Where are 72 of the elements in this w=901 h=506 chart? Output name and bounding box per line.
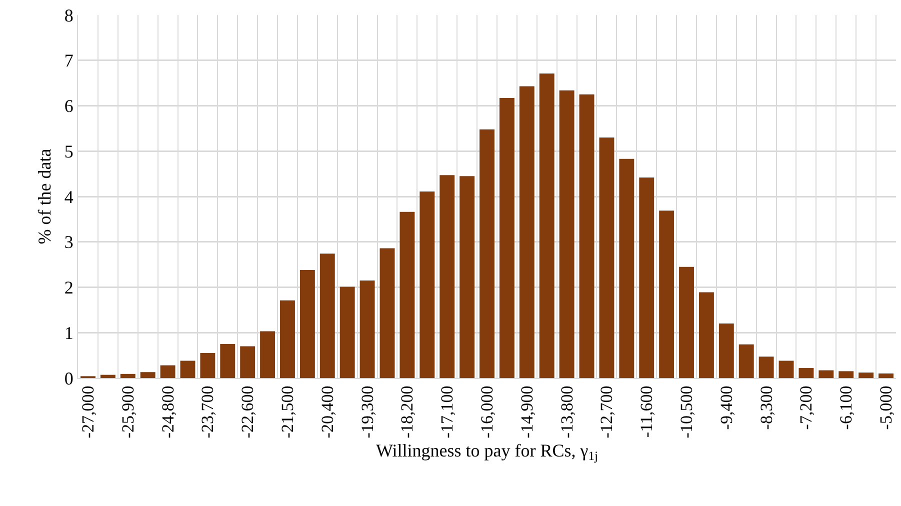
x-tick-label: -19,300: [358, 386, 377, 438]
bar: [599, 138, 614, 378]
y-axis-title: % of the data: [34, 148, 55, 244]
bar: [659, 210, 674, 378]
x-tick-label: -22,600: [238, 386, 258, 438]
y-tick-label: 6: [64, 96, 74, 116]
x-tick-label: -14,900: [517, 386, 536, 438]
bar: [260, 331, 276, 378]
y-tick-label: 2: [64, 278, 74, 298]
bar: [798, 368, 814, 378]
bar: [758, 356, 774, 378]
bar: [559, 90, 574, 378]
x-tick-label: -17,100: [438, 386, 457, 438]
y-tick-label: 3: [64, 232, 74, 252]
bar: [180, 360, 196, 378]
bar: [300, 270, 315, 378]
bar: [480, 129, 494, 378]
bar: [539, 74, 554, 378]
y-tick-label: 7: [64, 50, 74, 71]
x-tick-label: -11,600: [637, 386, 656, 438]
x-tick-label: -27,000: [78, 386, 98, 438]
y-tick-label: 4: [64, 186, 74, 207]
bar: [100, 374, 116, 378]
bar: [738, 344, 754, 378]
bar: [499, 98, 514, 378]
bar: [340, 286, 355, 378]
x-tick-label: -23,700: [198, 386, 218, 438]
bar: [360, 280, 375, 378]
x-tick-label: -5,000: [876, 386, 896, 430]
bar: [140, 372, 156, 378]
x-tick-label: -8,300: [756, 386, 776, 430]
bar: [400, 212, 415, 378]
x-tick-label: -24,800: [158, 386, 178, 438]
bar: [838, 371, 854, 378]
bar: [440, 175, 455, 378]
x-tick-label: -9,400: [716, 386, 736, 430]
x-tick-label: -7,200: [796, 386, 816, 430]
bar: [420, 192, 435, 378]
y-tick-label: 1: [64, 322, 74, 343]
x-tick-label: -25,900: [118, 386, 138, 438]
x-axis-title: Willingness to pay for RCs, γ$_{1j}$: [376, 440, 598, 464]
bar: [320, 254, 335, 378]
bar: [280, 300, 295, 378]
bar: [718, 324, 734, 378]
bar: [160, 365, 176, 378]
bar: [619, 158, 634, 378]
bar: [460, 176, 475, 378]
x-tick-label: -20,400: [318, 386, 337, 438]
bar: [579, 94, 594, 378]
bar: [679, 266, 694, 378]
x-tick-label: -18,200: [398, 386, 417, 438]
x-tick-label: -6,100: [836, 386, 856, 430]
bar: [778, 360, 794, 378]
bar: [380, 248, 395, 378]
bar: [519, 86, 534, 378]
bar: [858, 372, 874, 378]
bar: [240, 346, 256, 378]
bar: [200, 353, 216, 378]
bar: [878, 373, 894, 378]
bar: [120, 374, 136, 378]
y-tick-label: 0: [64, 368, 74, 388]
x-tick-label: -10,500: [677, 386, 696, 438]
x-tick-label: -13,800: [557, 386, 576, 438]
y-tick-label: 8: [64, 5, 74, 26]
bar: [818, 370, 834, 378]
x-tick-label: -16,000: [478, 386, 497, 438]
bar: [639, 177, 654, 378]
x-tick-label: -21,500: [278, 386, 298, 438]
bar: [698, 292, 714, 378]
bar: [220, 344, 236, 378]
y-tick-label: 5: [64, 141, 74, 162]
x-tick-label: -12,700: [597, 386, 616, 438]
